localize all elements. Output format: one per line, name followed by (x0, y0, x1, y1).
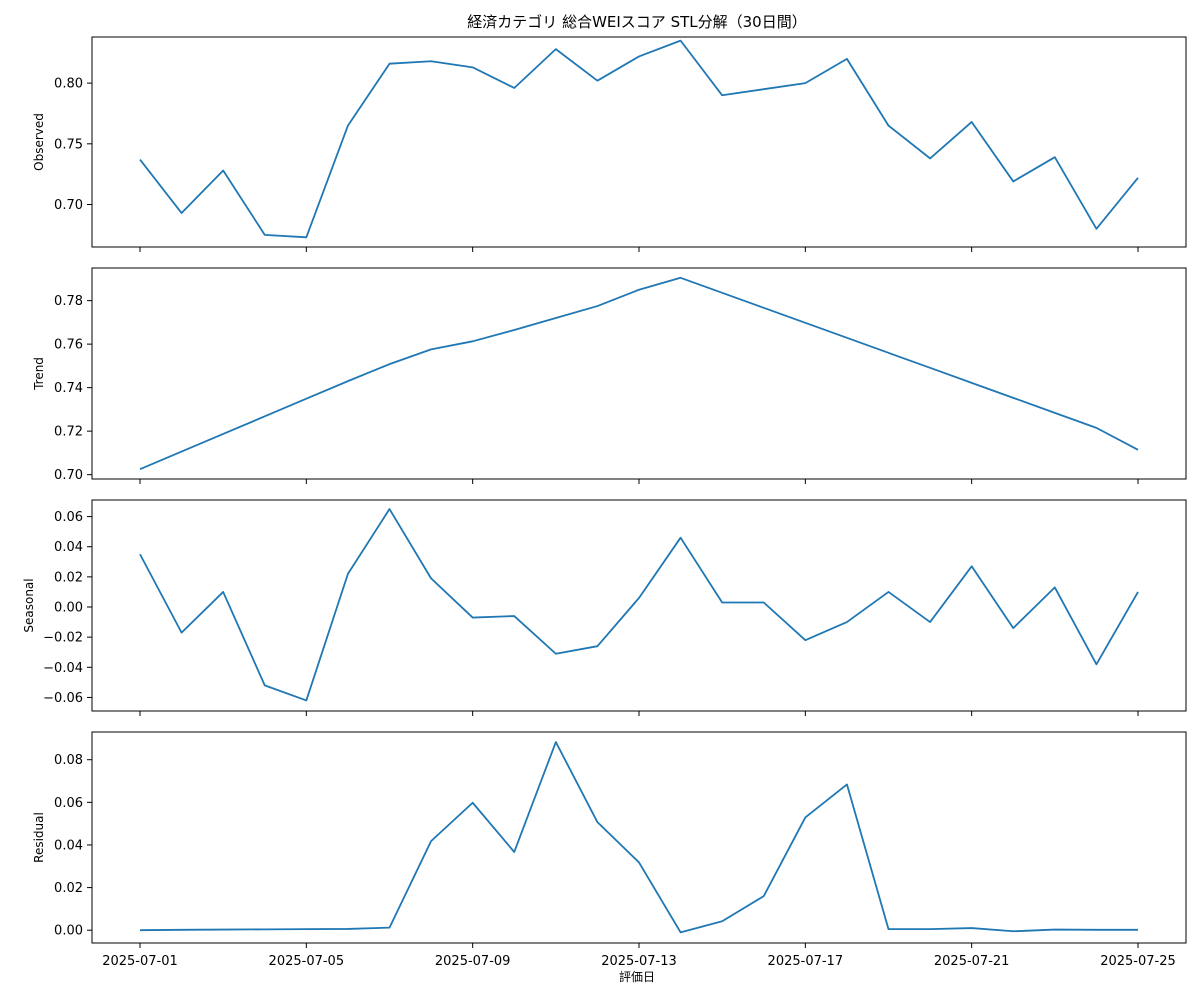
y-tick-label-observed: 0.70 (54, 198, 83, 213)
y-tick-label-trend: 0.70 (54, 468, 83, 483)
y-tick-label-residual: 0.06 (54, 796, 83, 811)
panel-frame-trend (91, 267, 1187, 480)
panels-group: 0.70 0.75 0.80 Observed 0.70 0.72 0.74 0.76 0.78… (22, 36, 1187, 969)
y-tick-label-seasonal: −0.02 (43, 631, 83, 646)
y-tick-label-residual: 0.08 (54, 753, 83, 768)
y-tick-label-seasonal: −0.04 (43, 661, 83, 676)
panel-residual: 0.00 0.02 0.04 0.06 0.08 2025-07-01 2025-07-05… (32, 731, 1187, 969)
series-line-seasonal (139, 508, 1139, 702)
y-tick-label-seasonal: 0.00 (54, 601, 83, 616)
panel-seasonal: −0.06 −0.04 −0.02 0.00 0.02 0.04 0.06 Seasonal (22, 499, 1187, 716)
series-line-observed (139, 39, 1139, 239)
panel-frame-observed (91, 36, 1187, 248)
y-tick-label-trend: 0.74 (54, 381, 83, 396)
y-tick-label-observed: 0.75 (54, 137, 83, 152)
y-axis-label-residual: Residual (32, 812, 46, 863)
panel-trend: 0.70 0.72 0.74 0.76 0.78 Trend (32, 267, 1187, 484)
y-tick-label-observed: 0.80 (54, 77, 83, 92)
y-tick-label-seasonal: 0.04 (54, 540, 83, 555)
x-axis-label: 評価日 (619, 969, 655, 984)
y-axis-label-observed: Observed (32, 113, 46, 171)
panel-frame-seasonal (91, 499, 1187, 712)
y-tick-label-seasonal: 0.06 (54, 510, 83, 525)
chart-title: 経済カテゴリ 総合WEIスコア STL分解（30日間） (467, 13, 806, 31)
x-tick-label: 2025-07-13 (601, 954, 677, 969)
y-tick-label-seasonal: 0.02 (54, 570, 83, 585)
series-line-trend (139, 276, 1139, 471)
series-line-residual (139, 741, 1138, 934)
y-tick-label-residual: 0.02 (54, 881, 83, 896)
panel-frame-residual (91, 731, 1187, 944)
x-tick-label: 2025-07-21 (934, 954, 1010, 969)
x-tick-label: 2025-07-05 (269, 954, 345, 969)
x-tick-label: 2025-07-25 (1100, 954, 1176, 969)
y-tick-label-trend: 0.72 (54, 425, 83, 440)
y-tick-label-trend: 0.76 (54, 338, 83, 353)
y-axis-label-trend: Trend (32, 357, 46, 391)
x-tick-label: 2025-07-01 (102, 954, 178, 969)
y-tick-label-residual: 0.00 (54, 924, 83, 939)
y-tick-label-residual: 0.04 (54, 838, 83, 853)
x-tick-label: 2025-07-17 (768, 954, 844, 969)
y-tick-label-seasonal: −0.06 (43, 691, 83, 706)
x-tick-label: 2025-07-09 (435, 954, 511, 969)
panel-observed: 0.70 0.75 0.80 Observed (32, 36, 1187, 252)
y-axis-label-seasonal: Seasonal (22, 578, 36, 632)
y-tick-label-trend: 0.78 (54, 294, 83, 309)
